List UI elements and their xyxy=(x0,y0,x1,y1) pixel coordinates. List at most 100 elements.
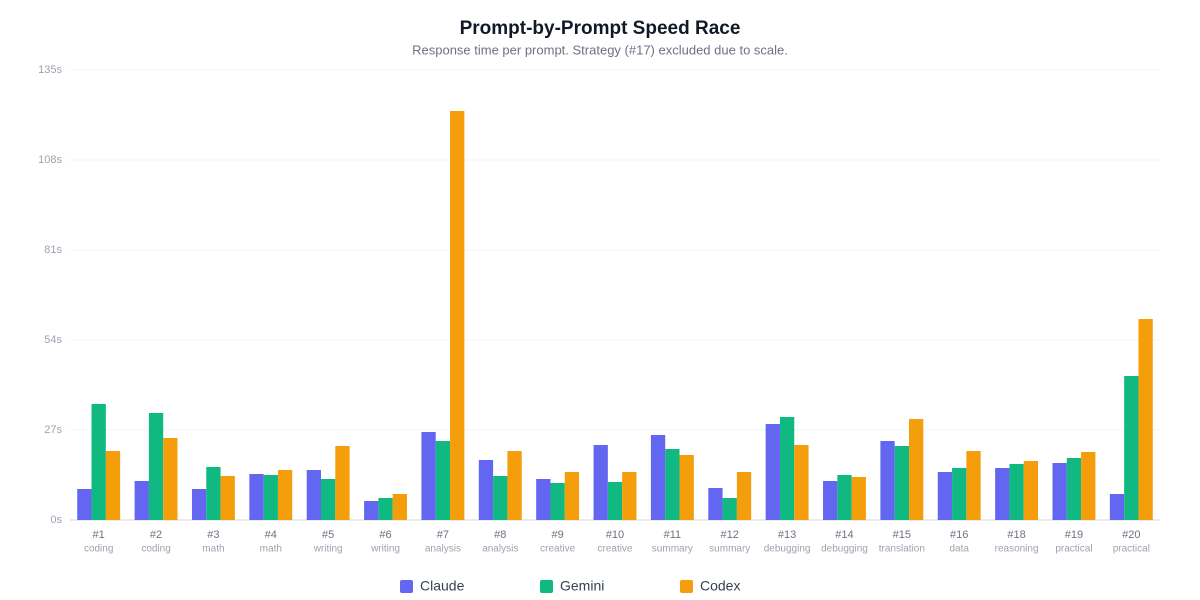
bar[interactable] xyxy=(1023,461,1039,520)
x-tick-label: #1 xyxy=(93,529,105,541)
bar[interactable] xyxy=(722,498,737,520)
bar[interactable] xyxy=(507,451,522,520)
y-tick-label: 81s xyxy=(44,244,62,256)
bar[interactable] xyxy=(1109,494,1125,520)
bar[interactable] xyxy=(421,432,436,520)
x-tick-sublabel: math xyxy=(202,544,224,555)
x-tick-sublabel: creative xyxy=(540,544,575,555)
bar[interactable] xyxy=(105,451,121,520)
x-tick-sublabel: math xyxy=(260,544,282,555)
x-tick-label: #5 xyxy=(322,529,334,541)
bar[interactable] xyxy=(607,482,623,520)
bar[interactable] xyxy=(880,441,895,520)
bar[interactable] xyxy=(622,472,637,520)
x-tick-sublabel: summary xyxy=(709,544,750,555)
bar[interactable] xyxy=(450,111,465,520)
legend-swatch[interactable] xyxy=(540,580,553,593)
bar[interactable] xyxy=(650,435,666,520)
chart-subtitle: Response time per prompt. Strategy (#17)… xyxy=(412,42,788,57)
bar[interactable] xyxy=(77,489,92,520)
bar[interactable] xyxy=(823,481,838,520)
bar[interactable] xyxy=(364,501,379,520)
bar[interactable] xyxy=(593,445,608,520)
x-tick-label: #9 xyxy=(552,529,564,541)
bar[interactable] xyxy=(708,488,723,520)
chart-title: Prompt-by-Prompt Speed Race xyxy=(460,18,741,39)
bar[interactable] xyxy=(1066,458,1082,520)
bar[interactable] xyxy=(779,417,795,520)
x-tick-sublabel: writing xyxy=(313,544,343,555)
bar[interactable] xyxy=(306,470,322,520)
y-tick-label: 54s xyxy=(44,334,62,346)
bar[interactable] xyxy=(1009,464,1024,520)
y-tick-label: 0s xyxy=(50,514,62,526)
bar[interactable] xyxy=(736,472,752,520)
x-tick-label: #12 xyxy=(721,529,739,541)
x-tick-label: #20 xyxy=(1122,529,1140,541)
bar[interactable] xyxy=(1138,319,1153,520)
x-tick-label: #4 xyxy=(265,529,277,541)
bar[interactable] xyxy=(794,445,809,520)
bar[interactable] xyxy=(277,470,293,520)
bar[interactable] xyxy=(851,477,866,520)
x-tick-label: #8 xyxy=(494,529,506,541)
x-tick-sublabel: data xyxy=(949,544,969,555)
bar[interactable] xyxy=(837,475,852,520)
bar[interactable] xyxy=(163,438,178,520)
bar[interactable] xyxy=(1124,376,1139,520)
bar[interactable] xyxy=(1081,452,1096,520)
bar[interactable] xyxy=(148,413,164,520)
bar[interactable] xyxy=(493,476,508,520)
x-tick-sublabel: analysis xyxy=(482,544,518,555)
bar[interactable] xyxy=(91,404,106,520)
x-tick-label: #16 xyxy=(950,529,968,541)
bar[interactable] xyxy=(908,419,924,520)
x-tick-sublabel: debugging xyxy=(764,544,811,555)
bar[interactable] xyxy=(564,472,580,520)
bar[interactable] xyxy=(392,494,407,520)
bar[interactable] xyxy=(995,468,1010,520)
legend-swatch[interactable] xyxy=(400,580,413,593)
bar[interactable] xyxy=(765,424,780,520)
bar[interactable] xyxy=(134,481,149,520)
bar[interactable] xyxy=(952,468,967,520)
bar[interactable] xyxy=(220,476,235,520)
legend-label[interactable]: Gemini xyxy=(560,578,604,594)
x-tick-label: #6 xyxy=(379,529,391,541)
bar[interactable] xyxy=(206,467,221,520)
bar[interactable] xyxy=(335,446,350,520)
bar[interactable] xyxy=(249,474,264,520)
legend-swatch[interactable] xyxy=(680,580,693,593)
x-tick-sublabel: writing xyxy=(370,544,400,555)
bar[interactable] xyxy=(937,472,953,520)
x-tick-label: #19 xyxy=(1065,529,1083,541)
bar[interactable] xyxy=(378,498,393,520)
x-tick-sublabel: creative xyxy=(597,544,632,555)
legend-label[interactable]: Codex xyxy=(700,578,740,594)
bar[interactable] xyxy=(894,446,909,520)
x-tick-label: #2 xyxy=(150,529,162,541)
x-tick-label: #7 xyxy=(437,529,449,541)
x-tick-sublabel: summary xyxy=(652,544,693,555)
x-tick-sublabel: translation xyxy=(879,544,925,555)
bar[interactable] xyxy=(550,483,565,520)
x-tick-sublabel: analysis xyxy=(425,544,461,555)
bar[interactable] xyxy=(435,441,451,520)
bar[interactable] xyxy=(478,460,494,520)
bar[interactable] xyxy=(665,449,680,520)
bar[interactable] xyxy=(1052,463,1067,520)
bar[interactable] xyxy=(679,455,694,520)
y-tick-label: 108s xyxy=(38,154,62,166)
x-tick-label: #3 xyxy=(207,529,219,541)
bar[interactable] xyxy=(321,479,336,520)
bar[interactable] xyxy=(191,489,207,520)
legend-label[interactable]: Claude xyxy=(420,578,465,594)
x-tick-label: #14 xyxy=(835,529,853,541)
bar[interactable] xyxy=(263,475,278,520)
bar[interactable] xyxy=(966,451,981,520)
x-tick-label: #13 xyxy=(778,529,796,541)
bar[interactable] xyxy=(536,479,551,520)
y-tick-label: 27s xyxy=(44,424,62,436)
